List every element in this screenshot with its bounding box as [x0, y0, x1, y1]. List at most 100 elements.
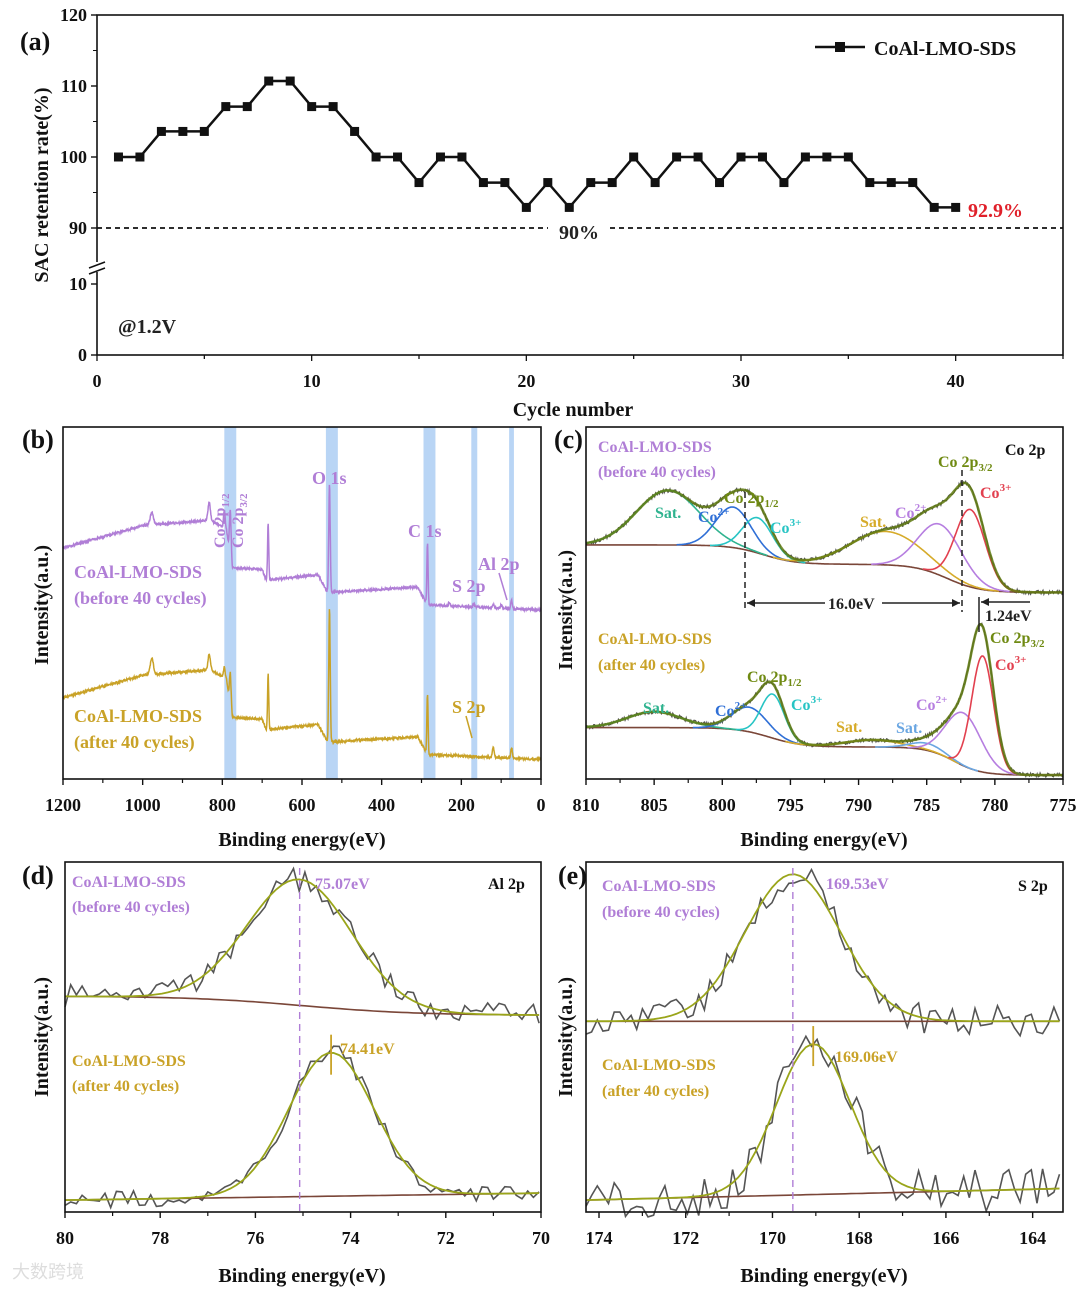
survey-before-curve	[62, 484, 542, 614]
o1s-label: O 1s	[312, 468, 347, 488]
survey-after-name: CoAl-LMO-SDS	[74, 706, 202, 726]
retention-point	[629, 152, 639, 162]
retention-point	[156, 126, 166, 136]
co2p12-before-label: Co 2p1/2	[724, 490, 779, 510]
component-label-text: Co	[770, 520, 790, 537]
s-after-name: CoAl-LMO-SDS	[602, 1057, 716, 1074]
retention-point	[650, 178, 660, 188]
survey-after-note: (after 40 cycles)	[74, 732, 195, 753]
retention-point	[457, 152, 467, 162]
retention-point	[307, 102, 317, 112]
component-peak-sat_blue	[875, 741, 979, 772]
shift-label: 1.24eV	[985, 608, 1032, 625]
panel-a-xlabel: Cycle number	[513, 399, 634, 421]
retention-point	[672, 152, 682, 162]
retention-point	[435, 152, 445, 162]
x-tick-label: 0	[537, 795, 546, 815]
component-label-superscript: 2+	[915, 502, 927, 514]
highlight-bands	[224, 427, 514, 779]
component-label-superscript: 3+	[811, 694, 823, 706]
retention-point	[264, 76, 274, 86]
raw-data-d-before	[64, 866, 540, 1024]
final-retention-label: 92.9%	[968, 200, 1023, 222]
y-tick-label: 110	[61, 76, 87, 96]
panel-label-c: (c)	[554, 425, 583, 454]
s-before-name: CoAl-LMO-SDS	[602, 878, 716, 895]
retention-point	[371, 152, 381, 162]
co-before-note: (before 40 cycles)	[598, 464, 716, 481]
ref-label-bg	[548, 218, 610, 242]
component-label-text: Sat.	[643, 700, 669, 717]
component-label: Co2+	[895, 502, 926, 522]
component-label: Co3+	[980, 482, 1011, 502]
retention-point	[757, 152, 767, 162]
retention-point	[951, 202, 961, 212]
survey-before-name: CoAl-LMO-SDS	[74, 562, 202, 582]
component-label: Co3+	[995, 654, 1026, 674]
axis-break-mark	[88, 261, 106, 269]
component-label-text: Co	[715, 703, 735, 720]
retention-point	[693, 152, 703, 162]
component-label: Sat.	[655, 505, 681, 522]
y-tick-label: 90	[69, 218, 87, 238]
x-tick-label: 70	[532, 1228, 550, 1248]
panel-e-title: S 2p	[1018, 878, 1048, 895]
x-tick-label: 800	[209, 795, 236, 815]
background-c-before	[586, 544, 1063, 594]
s2p-label: S 2p	[452, 576, 486, 596]
x-tick-label: 785	[913, 795, 940, 815]
co-after-name: CoAl-LMO-SDS	[598, 631, 712, 648]
panel-e-xlabel: Binding energy(eV)	[740, 1265, 907, 1287]
al2p-arrow	[498, 572, 508, 601]
component-peak-co2_purple	[871, 522, 1010, 593]
legend-marker	[835, 42, 845, 52]
s-before-peak-label: 169.53eV	[826, 876, 889, 893]
panel-d-xlabel: Binding energy(eV)	[218, 1265, 385, 1287]
y-tick-label: 120	[60, 5, 87, 25]
component-label-text: Sat.	[836, 719, 862, 736]
al-before-name: CoAl-LMO-SDS	[72, 874, 186, 891]
retention-point	[586, 178, 596, 188]
y-tick-label: 10	[69, 274, 87, 294]
retention-point	[715, 178, 725, 188]
component-label-text: Co	[995, 657, 1015, 674]
panel-c-ylabel: Intensity(a.u.)	[555, 550, 577, 670]
component-label: Sat.	[896, 720, 922, 737]
x-tick-label: 164	[1019, 1228, 1046, 1248]
background-d-before	[64, 995, 540, 1016]
al-after-note: (after 40 cycles)	[72, 1078, 179, 1095]
x-tick-label: 166	[932, 1228, 959, 1248]
retention-line	[118, 79, 956, 210]
component-label-text: Co	[698, 509, 718, 526]
retention-point	[350, 126, 360, 136]
x-tick-label: 174	[586, 1228, 613, 1248]
highlight-band	[325, 427, 338, 779]
x-tick-label: 72	[437, 1228, 455, 1248]
panel-label-a: (a)	[20, 27, 50, 56]
fit-envelope-c-after	[585, 623, 1063, 777]
al-after-peak-label: 74.41eV	[340, 1041, 395, 1058]
x-tick-label: 790	[845, 795, 872, 815]
retention-point	[929, 202, 939, 212]
component-label: Co2+	[715, 700, 746, 720]
x-tick-label: 78	[151, 1228, 169, 1248]
s-after-note: (after 40 cycles)	[602, 1083, 709, 1100]
x-tick-label: 170	[759, 1228, 786, 1248]
retention-point	[135, 152, 145, 162]
component-label-superscript: 3+	[1015, 654, 1027, 666]
survey-after-curve	[62, 609, 542, 763]
y-tick-label: 0	[78, 345, 87, 365]
al-after-name: CoAl-LMO-SDS	[72, 1053, 186, 1070]
x-tick-label: 780	[981, 795, 1008, 815]
panel-e-ylabel: Intensity(a.u.)	[555, 977, 577, 1097]
retention-point	[886, 178, 896, 188]
retention-point	[843, 152, 853, 162]
panel-e-frame	[585, 861, 1064, 1213]
component-peak-co3_red	[922, 508, 1019, 593]
c1s-label: C 1s	[408, 521, 442, 541]
raw-data-e-before	[585, 867, 1061, 1038]
x-tick-label: 795	[777, 795, 804, 815]
panel-d-title: Al 2p	[488, 876, 525, 893]
component-label-superscript: 2+	[936, 694, 948, 706]
